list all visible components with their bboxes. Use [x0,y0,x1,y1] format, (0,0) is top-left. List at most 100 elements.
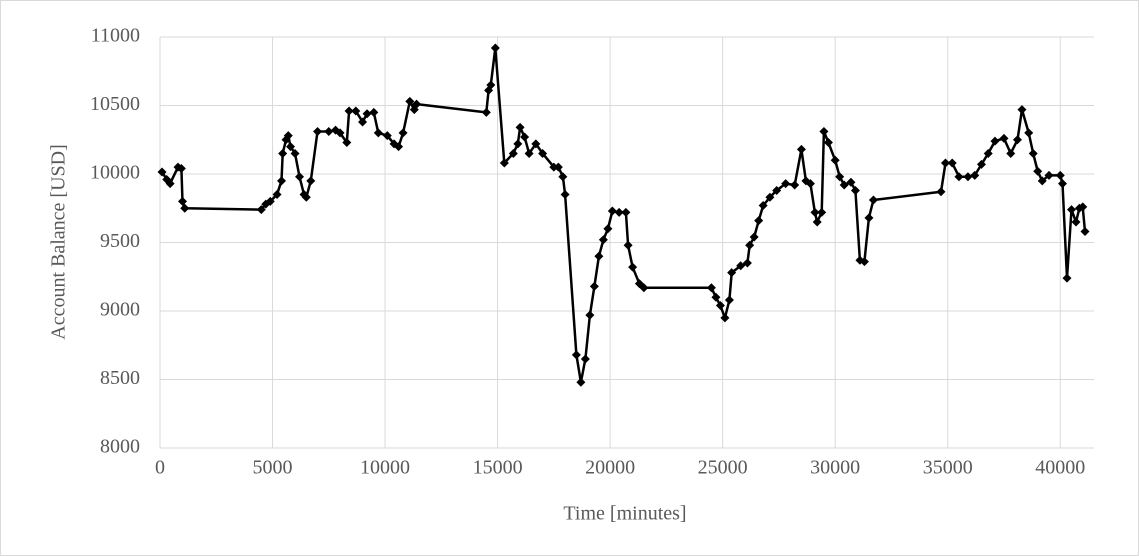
data-point [165,179,175,189]
y-tick-label: 8000 [100,436,140,458]
data-point [324,127,334,137]
data-point [1057,179,1067,189]
x-tick-label: 30000 [810,457,860,479]
data-point [754,216,764,226]
data-point [580,354,590,364]
x-tick-label: 10000 [360,457,410,479]
data-point [1028,148,1038,158]
data-point [736,261,746,271]
data-point [598,235,608,245]
data-point [178,196,188,206]
data-point [594,251,604,261]
data-point [850,185,860,195]
data-point [301,192,311,202]
data-point [1017,105,1027,115]
data-point [765,192,775,202]
data-point [623,240,633,250]
x-tick-label: 15000 [473,457,523,479]
data-point [812,217,822,227]
data-point [405,96,415,106]
data-point [362,109,372,119]
data-point [369,107,379,117]
data-point [796,144,806,154]
data-point [936,187,946,197]
data-point [846,177,856,187]
data-point [772,185,782,195]
data-point [481,107,491,117]
x-tick-label: 5000 [253,457,293,479]
y-tick-label: 11000 [91,25,140,47]
data-point [306,176,316,186]
data-point [1078,202,1088,212]
data-point [711,292,721,302]
data-point [742,258,752,268]
x-tick-label: 35000 [923,457,973,479]
data-point [823,137,833,147]
data-point [724,295,734,305]
data-point [560,190,570,200]
data-point [835,172,845,182]
x-tick-label: 25000 [698,457,748,479]
data-point [715,301,725,311]
data-point [706,283,716,293]
data-point [1066,205,1076,215]
data-point [499,158,509,168]
data-point [553,162,563,172]
data-point [157,167,167,177]
data-point [727,268,737,278]
data-point [639,283,649,293]
data-point [398,128,408,138]
y-tick-label: 9000 [100,299,140,321]
data-point [538,148,548,158]
data-point [520,132,530,142]
data-point [999,133,1009,143]
data-point [1024,128,1034,138]
data-point [531,139,541,149]
y-tick-label: 10500 [90,93,140,115]
data-point [524,148,534,158]
data-point [335,128,345,138]
data-point [313,127,323,137]
data-point [805,179,815,189]
data-point [373,128,383,138]
data-point [614,207,624,217]
data-point [607,206,617,216]
data-point [621,207,631,217]
y-tick-label: 9500 [100,230,140,252]
data-point [940,158,950,168]
data-point [745,240,755,250]
data-point [549,162,559,172]
data-point [412,99,422,109]
data-point [720,313,730,323]
data-point [585,310,595,320]
data-point [513,139,523,149]
data-point [515,122,525,132]
data-point [603,224,613,234]
data-point [1071,217,1081,227]
data-point [749,232,759,242]
data-point [758,201,768,211]
data-point [1033,166,1043,176]
data-point [278,148,288,158]
data-point [1062,273,1072,283]
data-point [490,43,500,53]
data-point [295,172,305,182]
data-point [1055,170,1065,180]
data-point [256,205,266,215]
data-point [272,190,282,200]
data-point [290,148,300,158]
data-point [558,172,568,182]
data-point [1044,170,1054,180]
data-point [954,172,964,182]
data-point [180,203,190,213]
data-point [864,213,874,223]
data-point [265,196,275,206]
data-point [947,158,957,168]
data-point [990,136,1000,146]
data-point [277,176,287,186]
data-point [176,164,186,174]
data-point [817,207,827,217]
data-point [781,179,791,189]
